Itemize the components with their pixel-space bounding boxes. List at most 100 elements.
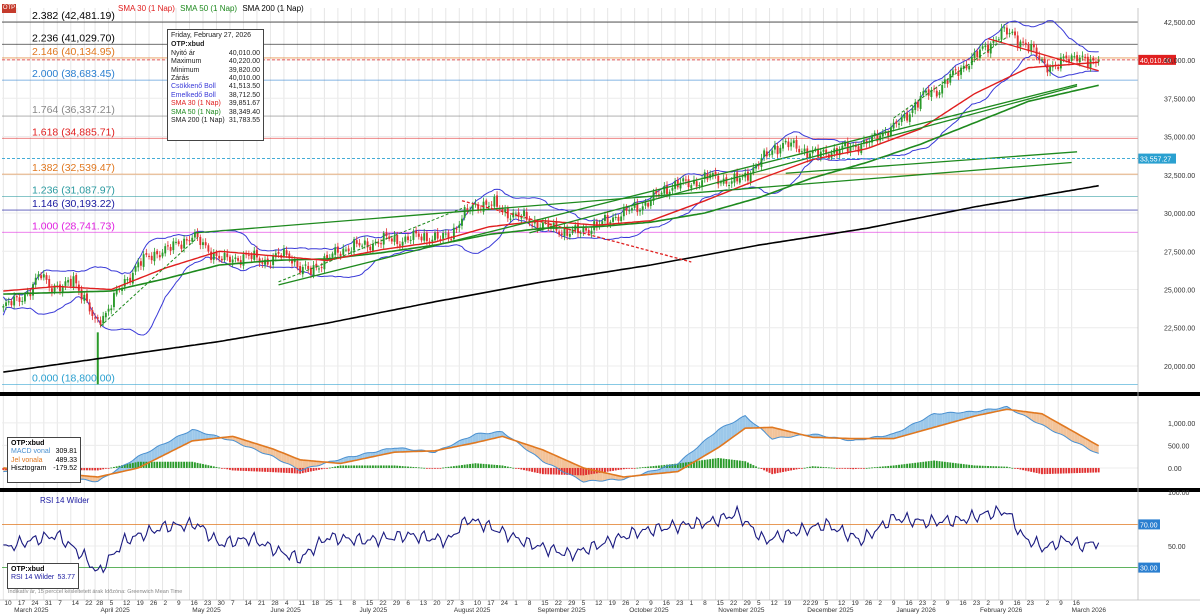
histogram-bar: [1078, 467, 1081, 473]
candle-body: [509, 218, 512, 220]
day-label: 7: [58, 600, 62, 607]
histogram-bar: [153, 461, 156, 468]
macd-panel: 1,000.00 500.00 0.00: [0, 392, 1200, 483]
histogram-bar: [973, 465, 976, 468]
macd-fill: [256, 443, 260, 452]
histogram-bar: [185, 461, 188, 468]
histogram-bar: [156, 461, 159, 468]
histogram-bar: [355, 465, 358, 468]
trendline: [194, 161, 1072, 234]
histogram-bar: [817, 466, 820, 468]
month-label: June 2025: [270, 607, 301, 614]
histogram-bar: [1041, 467, 1043, 475]
histogram-bar: [862, 467, 865, 469]
histogram-bar: [139, 461, 142, 468]
top-legend: SMA 30 (1 Nap) SMA 50 (1 Nap) SMA 200 (1…: [118, 4, 304, 13]
candle-body: [1062, 56, 1065, 59]
histogram-bar: [776, 467, 779, 474]
macd-fill: [189, 429, 193, 443]
histogram-bar: [871, 467, 873, 469]
histogram-bar: [822, 467, 825, 468]
histogram-bar: [239, 467, 242, 471]
histogram-bar: [787, 467, 790, 471]
price-tick: 35,000.00: [1164, 135, 1195, 142]
histogram-bar: [345, 465, 347, 468]
candle-body: [1041, 59, 1043, 61]
histogram-bar: [334, 466, 337, 468]
day-label: 12: [771, 600, 779, 607]
macd-fill: [281, 452, 284, 463]
macd-fill: [345, 456, 349, 463]
histogram-bar: [933, 460, 936, 468]
candle-body: [420, 236, 423, 241]
macd-fill: [772, 427, 775, 440]
candle-body: [461, 218, 463, 226]
candle-body: [10, 301, 13, 306]
histogram-bar: [385, 465, 388, 468]
day-label: 19: [784, 600, 792, 607]
histogram-bar: [790, 467, 793, 471]
info-row: Csökkenő Boll 41,513.50: [171, 83, 260, 91]
candle-body: [1084, 56, 1087, 58]
macd-fill: [1060, 424, 1064, 436]
candle-body: [884, 131, 887, 133]
macd-fill: [251, 442, 255, 449]
month-label: March 2025: [14, 607, 49, 614]
macd-fill: [1033, 412, 1037, 423]
histogram-bar: [914, 462, 917, 468]
macd-line: [3, 405, 1099, 483]
histogram-bar: [636, 467, 639, 469]
macd-tick: 0.00: [1168, 466, 1182, 473]
price-tag-label: 40,010.00: [1140, 58, 1171, 65]
histogram-bar: [925, 461, 927, 468]
macd-fill: [202, 432, 206, 440]
day-label: 12: [838, 600, 846, 607]
histogram-bar: [377, 465, 380, 468]
histogram-bar: [425, 467, 428, 469]
candle-body: [363, 240, 366, 245]
macd-fill: [739, 416, 743, 433]
candle-body: [938, 92, 941, 96]
histogram-bar: [501, 465, 504, 468]
dashed-trendline: [100, 237, 198, 327]
candle-body: [59, 284, 61, 292]
fib-label: 1.146 (30,193.22): [32, 198, 115, 210]
candle-body: [604, 215, 606, 221]
candle-body: [91, 310, 94, 316]
histogram-bar: [1092, 467, 1095, 473]
day-label: 15: [541, 600, 549, 607]
candle-body: [900, 117, 903, 123]
macd-fill: [952, 412, 956, 423]
candle-body: [75, 275, 78, 284]
candle-body: [288, 253, 291, 259]
macd-fill: [494, 431, 498, 439]
info-row-value: 31,783.55: [228, 117, 260, 125]
candle-body: [398, 244, 401, 246]
day-label: 9: [892, 600, 896, 607]
histogram-bar: [892, 465, 895, 468]
histogram-bar: [590, 467, 593, 475]
candle-body: [790, 142, 793, 147]
price-tick: 27,500.00: [1164, 249, 1195, 256]
price-tick: 20,000.00: [1164, 364, 1195, 371]
macd-fill: [167, 440, 171, 454]
histogram-bar: [536, 467, 539, 473]
candle-body: [385, 232, 388, 237]
candle-body: [989, 43, 992, 54]
day-label: 2: [164, 600, 168, 607]
candle-body: [1008, 32, 1011, 35]
macd-fill: [712, 432, 716, 451]
histogram-bar: [255, 467, 258, 472]
macd-fill: [764, 427, 767, 435]
histogram-bar: [900, 464, 903, 468]
candle-body: [1005, 27, 1008, 35]
macd-fill: [734, 420, 738, 436]
macd-fill: [901, 429, 905, 437]
histogram-bar: [755, 466, 757, 468]
macd-fill: [292, 456, 295, 468]
macd-fill: [470, 435, 473, 444]
trendline: [461, 200, 692, 263]
histogram-bar: [471, 463, 474, 468]
histogram-bar: [641, 467, 644, 468]
